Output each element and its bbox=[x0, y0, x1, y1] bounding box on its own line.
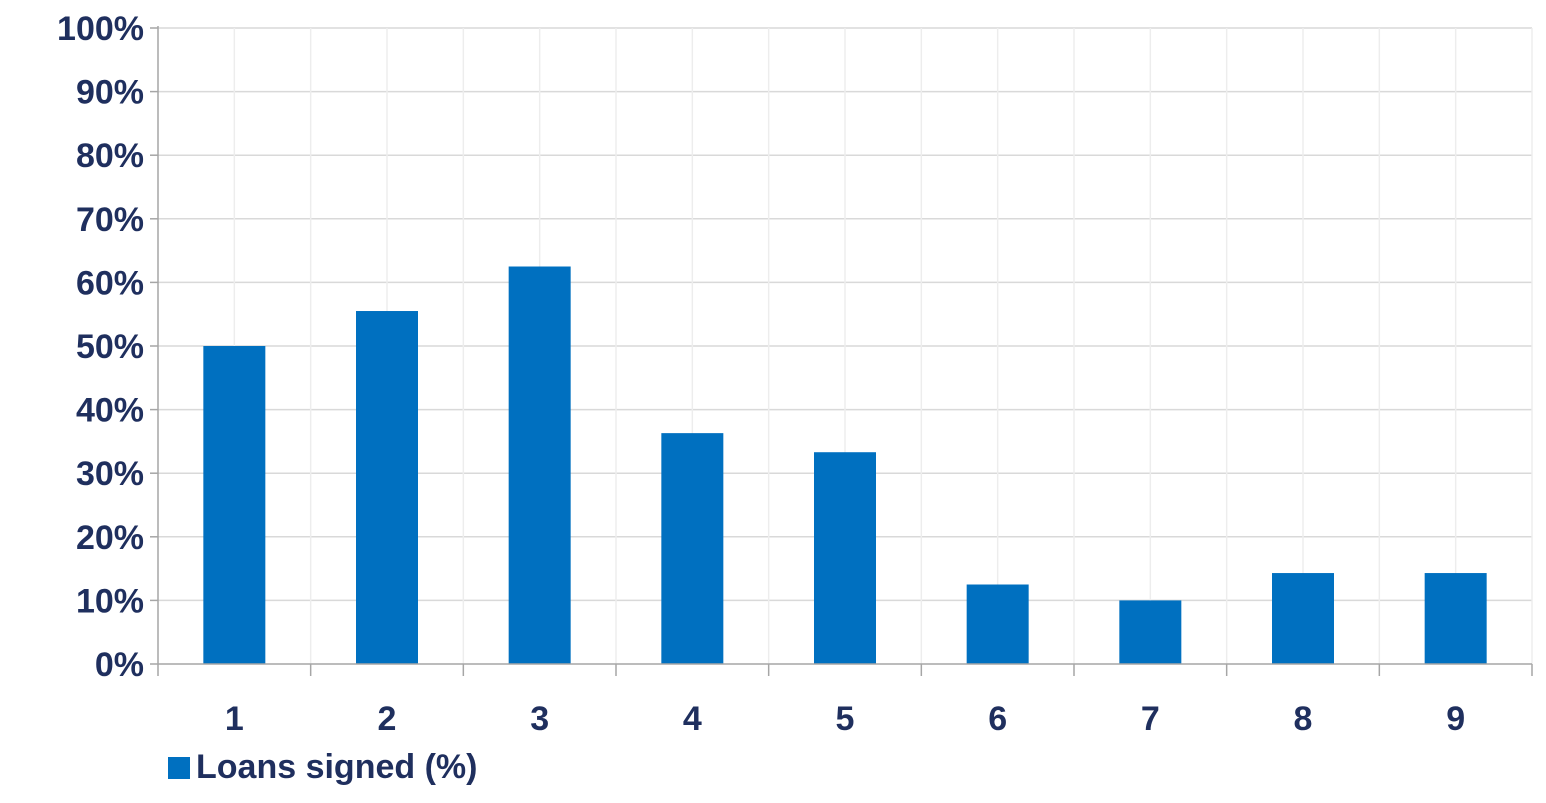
y-tick-label: 20% bbox=[76, 519, 144, 557]
x-tick-label: 7 bbox=[1141, 700, 1160, 738]
y-tick-label: 50% bbox=[76, 328, 144, 366]
x-tick-label: 6 bbox=[988, 700, 1007, 738]
y-tick-label: 0% bbox=[95, 646, 144, 684]
y-tick-label: 10% bbox=[76, 582, 144, 620]
bar bbox=[1119, 600, 1182, 664]
bar bbox=[203, 346, 266, 664]
bar bbox=[661, 433, 724, 664]
bar bbox=[356, 311, 418, 664]
y-tick-label: 70% bbox=[76, 201, 144, 239]
legend: Loans signed (%) bbox=[168, 748, 477, 787]
bar bbox=[966, 584, 1029, 664]
legend-label: Loans signed (%) bbox=[196, 748, 478, 786]
tick-labels: 0% 10% 20% 30% 40% 50% 60% 70% 80% 90% 100% 1 2 3 4 5 6 7… bbox=[57, 10, 1465, 738]
bar bbox=[508, 266, 571, 664]
y-tick-label: 60% bbox=[76, 264, 144, 302]
bar bbox=[1272, 573, 1334, 664]
x-tick-label: 2 bbox=[378, 700, 397, 738]
y-tick-label: 80% bbox=[76, 137, 144, 175]
bar-chart: 0% 10% 20% 30% 40% 50% 60% 70% 80% 90% 100% 1 2 3 4 5 6 7… bbox=[57, 10, 1533, 738]
axes bbox=[150, 26, 1533, 676]
bars bbox=[203, 266, 1487, 664]
x-tick-label: 4 bbox=[683, 700, 702, 738]
x-tick-label: 8 bbox=[1294, 700, 1313, 738]
y-tick-label: 40% bbox=[76, 392, 144, 430]
y-tick-label: 100% bbox=[57, 10, 144, 48]
x-tick-label: 1 bbox=[225, 700, 244, 738]
x-tick-label: 5 bbox=[836, 700, 855, 738]
x-tick-label: 3 bbox=[530, 700, 549, 738]
bar bbox=[814, 452, 876, 664]
legend-swatch bbox=[168, 756, 190, 779]
y-tick-label: 30% bbox=[76, 455, 144, 493]
y-tick-label: 90% bbox=[76, 74, 144, 112]
bar bbox=[1424, 573, 1487, 664]
x-tick-label: 9 bbox=[1446, 700, 1465, 738]
